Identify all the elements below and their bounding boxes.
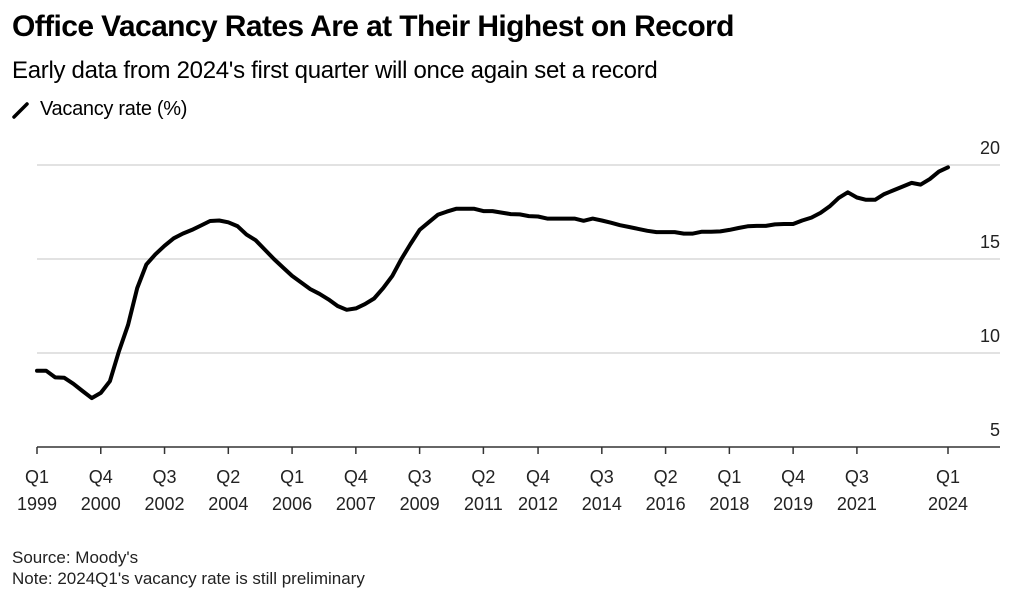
series-line-vacancy-rate: [35, 165, 950, 401]
x-tick-quarter: Q1: [936, 467, 960, 487]
source-note: Source: Moody's: [12, 548, 139, 567]
x-tick-quarter: Q2: [654, 467, 678, 487]
x-tick-quarter: Q4: [781, 467, 805, 487]
preliminary-note: Note: 2024Q1's vacancy rate is still pre…: [12, 569, 365, 588]
y-tick-label: 5: [990, 420, 1000, 440]
chart-subtitle: Early data from 2024's first quarter wil…: [12, 57, 658, 84]
x-tick-year: 2024: [928, 494, 968, 514]
x-tick-quarter: Q3: [845, 467, 869, 487]
x-tick-year: 2019: [773, 494, 813, 514]
legend-line-icon: [12, 101, 29, 119]
x-tick-quarter: Q3: [408, 467, 432, 487]
x-tick-quarter: Q4: [89, 467, 113, 487]
x-tick-quarter: Q4: [344, 467, 368, 487]
x-tick-year: 2016: [646, 494, 686, 514]
x-tick-year: 2014: [582, 494, 622, 514]
y-tick-label: 20: [980, 138, 1000, 158]
x-axis: Q1 1999 Q4 2000 Q3 2002 Q2 2004 Q1 2006 Q4 2007 Q3 20…: [17, 446, 1000, 514]
x-tick-quarter: Q2: [216, 467, 240, 487]
x-tick-year: 2018: [709, 494, 749, 514]
y-axis-ticks: 5 10 15 20: [980, 138, 1000, 440]
x-tick-year: 2012: [518, 494, 558, 514]
x-tick-year: 2021: [837, 494, 877, 514]
x-tick-year: 2006: [272, 494, 312, 514]
y-tick-label: 10: [980, 326, 1000, 346]
x-tick-quarter: Q1: [25, 467, 49, 487]
y-tick-label: 15: [980, 232, 1000, 252]
x-tick-year: 2007: [336, 494, 376, 514]
x-tick-quarter: Q3: [153, 467, 177, 487]
legend-label: Vacancy rate (%): [40, 98, 188, 120]
x-tick-quarter: Q1: [280, 467, 304, 487]
x-tick-quarter: Q1: [717, 467, 741, 487]
x-tick-year: 1999: [17, 494, 57, 514]
x-tick-year: 2002: [145, 494, 185, 514]
footer: Source: Moody's Note: 2024Q1's vacancy r…: [12, 547, 365, 589]
x-tick-quarter: Q4: [526, 467, 550, 487]
series-group: [35, 165, 950, 401]
gridlines: [37, 164, 1000, 354]
chart-title: Office Vacancy Rates Are at Their Highes…: [12, 10, 734, 43]
x-tick-quarter: Q2: [471, 467, 495, 487]
x-tick-year: 2011: [464, 494, 503, 514]
x-tick-year: 2009: [400, 494, 440, 514]
x-tick-year: 2000: [81, 494, 121, 514]
legend: Vacancy rate (%): [12, 98, 187, 121]
x-tick-quarter: Q3: [590, 467, 614, 487]
x-tick-year: 2004: [208, 494, 248, 514]
